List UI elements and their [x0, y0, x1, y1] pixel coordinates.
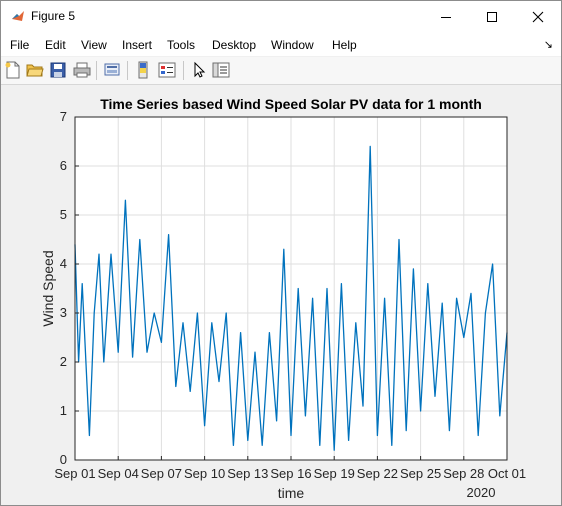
menu-window[interactable]: Window	[271, 38, 314, 52]
series-line	[74, 145, 508, 451]
menu-tools[interactable]: Tools	[167, 38, 196, 52]
x-tick-label: Sep 28	[443, 466, 484, 481]
plot-title: Time Series based Wind Speed Solar PV da…	[100, 96, 482, 112]
open-file-icon[interactable]	[26, 61, 44, 79]
toolbar-separator	[96, 61, 97, 80]
toolbar-separator	[127, 61, 128, 80]
toolbar-separator	[183, 61, 184, 80]
menu-desktop[interactable]: Desktop	[212, 38, 257, 52]
menu-edit[interactable]: Edit	[45, 38, 66, 52]
x-axis-label: time	[278, 485, 305, 501]
y-tick-label: 6	[60, 158, 67, 173]
dock-arrow-icon[interactable]: ↘	[543, 39, 553, 51]
legend-icon[interactable]	[158, 61, 176, 79]
x-tick-label: Sep 19	[314, 466, 355, 481]
close-button[interactable]	[515, 1, 561, 32]
x-tick-label: Sep 10	[184, 466, 225, 481]
series-layer	[74, 145, 508, 451]
maximize-button[interactable]	[469, 1, 515, 32]
y-tick-label: 2	[60, 354, 67, 369]
menu-bar: File Edit View Insert Tools Desktop Wind…	[1, 32, 561, 56]
menu-view[interactable]: View	[81, 38, 107, 52]
maximize-icon	[487, 11, 497, 22]
x-tick-label: Sep 07	[141, 466, 182, 481]
edit-plot-icon[interactable]	[190, 61, 208, 79]
y-tick-label: 7	[60, 109, 67, 124]
y-tick-label: 5	[60, 207, 67, 222]
grid-lines	[75, 117, 507, 460]
x-tick-label: Sep 22	[357, 466, 398, 481]
x-tick-label: Sep 01	[54, 466, 95, 481]
tick-labels: Sep 01 Sep 04 Sep 07 Sep 10 Sep 13 Sep 16 Sep …	[54, 109, 526, 481]
print-icon[interactable]	[73, 61, 91, 79]
matlab-icon	[12, 11, 24, 21]
figure-toolbar	[1, 57, 561, 85]
x-tick-label: Sep 25	[400, 466, 441, 481]
menu-help[interactable]: Help	[332, 38, 357, 52]
save-icon[interactable]	[49, 61, 67, 79]
minimize-button[interactable]	[423, 1, 469, 32]
menu-file[interactable]: File	[10, 38, 30, 52]
y-tick-label: 0	[60, 452, 67, 467]
y-tick-label: 3	[60, 305, 67, 320]
y-axis-label: Wind Speed	[40, 250, 56, 326]
x-secondary-label: 2020	[467, 485, 496, 500]
menu-insert[interactable]: Insert	[122, 38, 153, 52]
new-figure-icon[interactable]	[4, 61, 22, 79]
close-icon	[532, 11, 544, 22]
x-tick-label: Sep 13	[227, 466, 268, 481]
title-bar[interactable]: Figure 5	[1, 1, 561, 32]
minimize-icon	[441, 16, 451, 18]
property-editor-icon[interactable]	[212, 61, 230, 79]
x-tick-label: Sep 16	[270, 466, 311, 481]
y-tick-label: 4	[60, 256, 67, 271]
x-tick-label: Sep 04	[98, 466, 139, 481]
print-preview-icon[interactable]	[103, 61, 121, 79]
colorbar-icon[interactable]	[134, 61, 152, 79]
y-tick-label: 1	[60, 403, 67, 418]
window-title: Figure 5	[31, 9, 76, 23]
x-tick-label: Oct 01	[488, 466, 526, 481]
